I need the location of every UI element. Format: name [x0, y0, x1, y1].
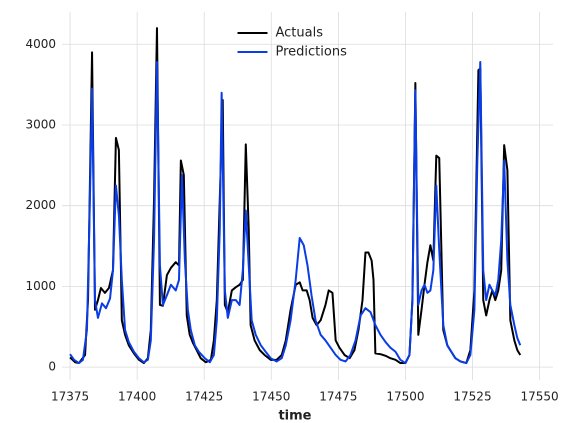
y-tick-label: 3000: [25, 117, 56, 131]
legend-label: Actuals: [276, 26, 324, 41]
x-tick-label: 17525: [453, 390, 491, 404]
x-tick-label: 17475: [319, 390, 357, 404]
x-tick-label: 17550: [520, 390, 558, 404]
x-axis-label: time: [278, 409, 311, 423]
x-tick-label: 17375: [51, 390, 89, 404]
legend-label: Predictions: [276, 45, 348, 60]
y-tick-label: 4000: [25, 37, 56, 51]
line-series: [69, 61, 522, 365]
y-tick-label: 1000: [25, 279, 56, 293]
x-tick-label: 17450: [252, 390, 290, 404]
x-tick-label: 17500: [386, 390, 424, 404]
x-tick-label: 17400: [118, 390, 156, 404]
y-tick-label: 0: [48, 360, 56, 374]
y-tick-label: 2000: [25, 198, 56, 212]
x-tick-label: 17425: [185, 390, 223, 404]
line-series: [69, 27, 522, 365]
